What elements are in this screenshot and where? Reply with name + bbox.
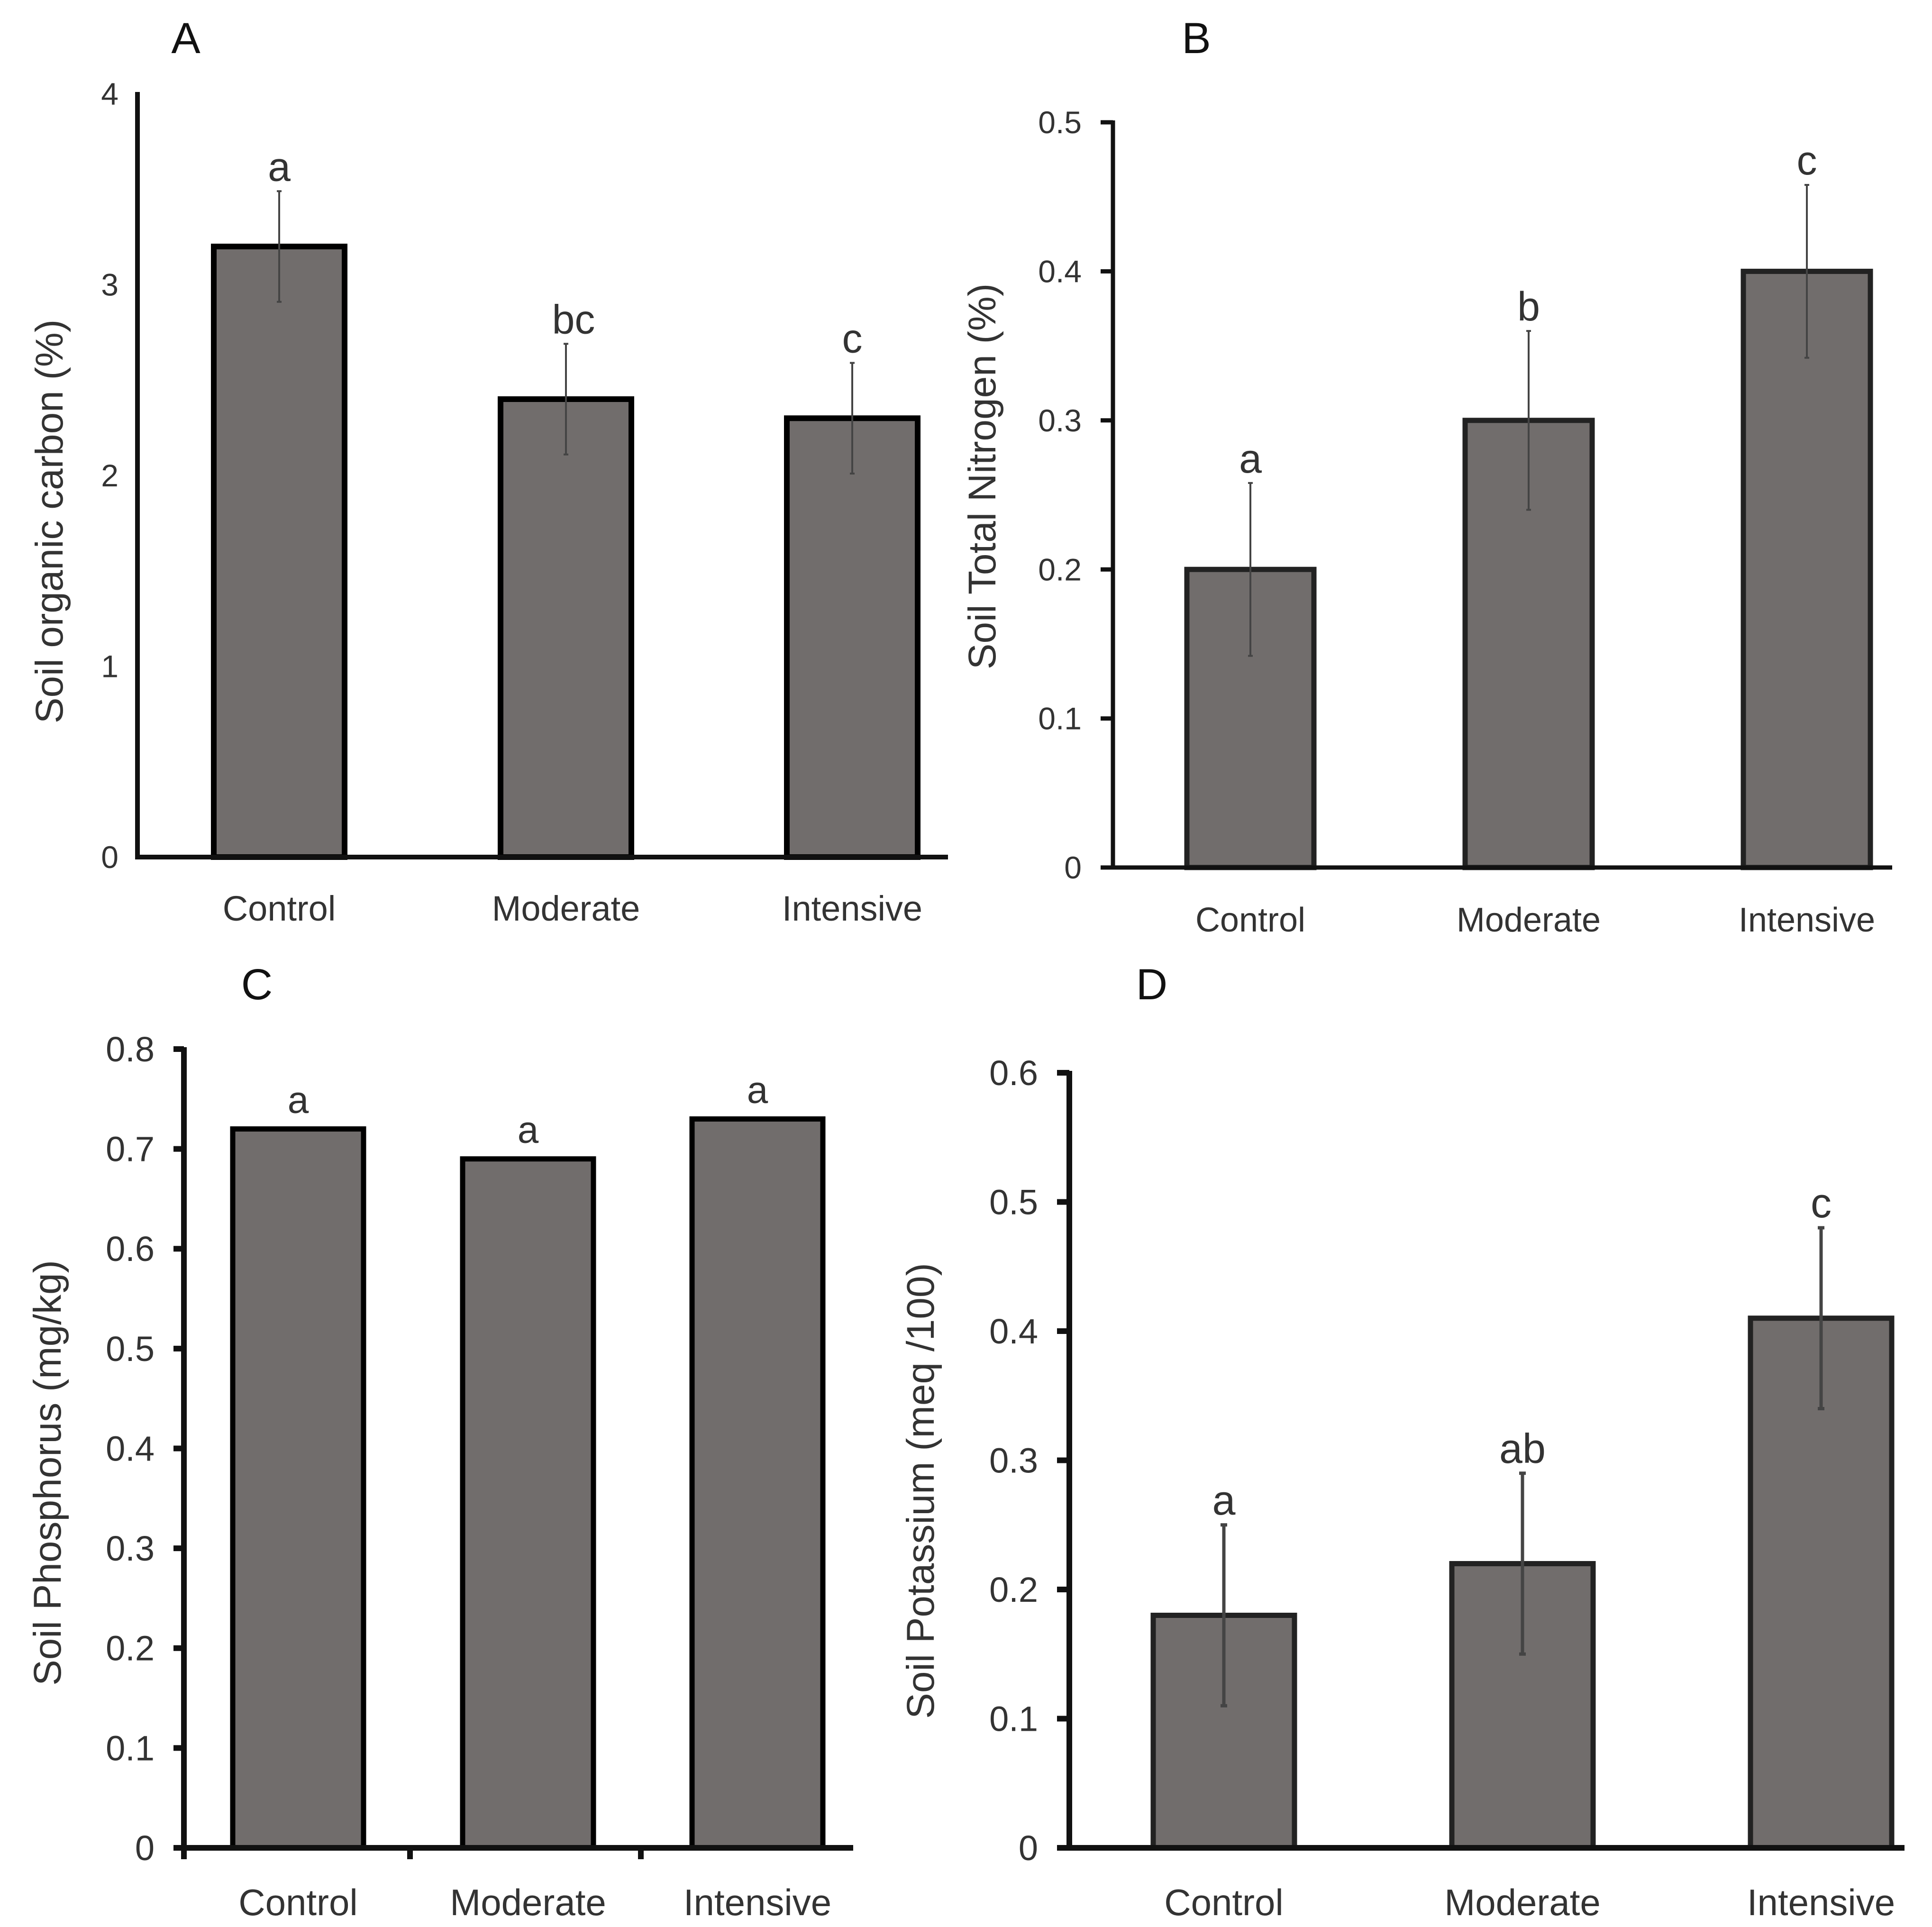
panel-a-x-tick-label-intensive: Intensive	[782, 889, 922, 928]
panel-d-y-tick-label: 0.6	[989, 1053, 1038, 1093]
panel-c-y-tick-label: 0.1	[106, 1728, 155, 1768]
panel-b-y-axis-label: Soil Total Nitrogen (%)	[961, 283, 1004, 669]
panel-a-y-tick-label: 1	[101, 649, 118, 684]
panel-d-significance-letter-moderate: ab	[1499, 1425, 1546, 1472]
panel-c-significance-letter-intensive: a	[747, 1069, 768, 1111]
panel-a-bar-moderate	[498, 396, 634, 860]
panel-a-significance-letter-control: a	[268, 144, 291, 190]
panel-b-y-tick-label: 0.5	[1038, 105, 1082, 140]
panel-a-x-tick-label-control: Control	[223, 889, 336, 928]
panel-d-label: D	[1136, 960, 1167, 1009]
panel-c-bar-moderate	[460, 1156, 596, 1851]
panel-c-significance-letter-moderate: a	[518, 1109, 539, 1151]
panel-c-y-tick-label: 0.4	[106, 1429, 155, 1468]
panel-c-y-tick-label: 0.3	[106, 1529, 155, 1568]
panel-b-significance-letter-control: a	[1239, 436, 1262, 482]
panel-a-x-tick-label-moderate: Moderate	[492, 889, 640, 928]
panel-d-y-tick-label: 0	[1019, 1828, 1038, 1868]
panel-b-y-tick-label: 0.2	[1038, 552, 1082, 587]
panel-c-bar-intensive	[689, 1116, 826, 1851]
panel-d-significance-letter-control: a	[1212, 1477, 1236, 1524]
panel-a-significance-letter-intensive: c	[842, 316, 863, 362]
panel-c-x-tick-label-moderate: Moderate	[450, 1881, 606, 1923]
panel-a-y-tick-label: 2	[101, 458, 118, 493]
panel-b-y-tick-label: 0.3	[1038, 403, 1082, 438]
panel-c-y-tick-label: 0.2	[106, 1629, 155, 1668]
panel-b-x-tick-label-intensive: Intensive	[1739, 901, 1875, 939]
panel-b-label: B	[1182, 14, 1211, 63]
panel-c-y-tick-label: 0.7	[106, 1130, 155, 1169]
panel-a-bar-intensive	[784, 415, 920, 860]
panel-a-y-tick-label: 4	[101, 76, 118, 111]
panel-c-label: C	[241, 960, 273, 1009]
panel-a-bar-control	[211, 244, 347, 860]
panel-c: C Soil Phosphorus (mg/kg) a a a 0 0.1 0.2 0.3 0…	[26, 960, 853, 1923]
panel-c-y-tick-label: 0	[135, 1828, 155, 1868]
panel-b-bar-intensive	[1741, 268, 1873, 870]
panel-d: D Soil Potassium (meq /100) a ab c 0 0.1 0.2 0…	[899, 960, 1905, 1923]
panel-b-x-tick-label-moderate: Moderate	[1457, 901, 1601, 939]
panel-c-y-tick-label: 0.8	[106, 1030, 155, 1069]
panel-a-y-axis-label: Soil organic carbon (%)	[28, 320, 71, 723]
panel-d-significance-letter-intensive: c	[1811, 1179, 1832, 1226]
panel-a-label: A	[171, 14, 200, 63]
panel-a-y-tick-label: 3	[101, 267, 118, 302]
panel-d-y-axis-label: Soil Potassium (meq /100)	[899, 1263, 942, 1719]
panel-d-x-tick-label-control: Control	[1164, 1881, 1283, 1923]
panel-c-y-tick-label: 0.5	[106, 1329, 155, 1369]
panel-c-bar-control	[230, 1126, 366, 1851]
panel-c-x-tick-label-intensive: Intensive	[683, 1881, 831, 1923]
panel-d-y-tick-label: 0.1	[989, 1699, 1038, 1738]
panel-b-y-tick-label: 0	[1064, 850, 1082, 885]
panel-d-x-tick-label-moderate: Moderate	[1444, 1881, 1601, 1923]
panel-d-y-tick-label: 0.2	[989, 1570, 1038, 1609]
panel-d-y-tick-label: 0.5	[989, 1182, 1038, 1222]
panel-b: B Soil Total Nitrogen (%) a b c 0 0.1 0.2 0.3 0…	[961, 14, 1892, 939]
panel-c-significance-letter-control: a	[288, 1079, 309, 1121]
panel-b-y-tick-label: 0.1	[1038, 701, 1082, 736]
panel-b-y-tick-label: 0.4	[1038, 254, 1082, 289]
panel-c-y-tick-label: 0.6	[106, 1229, 155, 1269]
panel-c-x-tick-label-control: Control	[238, 1881, 357, 1923]
panel-a-y-tick-label: 0	[101, 840, 118, 875]
panel-b-significance-letter-moderate: b	[1517, 284, 1540, 329]
panel-a: A Soil organic carbon (%) a bc c 0 1 2 3 4 Contr…	[28, 14, 948, 928]
panel-b-x-tick-label-control: Control	[1195, 901, 1305, 939]
panel-d-x-tick-label-intensive: Intensive	[1747, 1881, 1895, 1923]
panel-b-significance-letter-intensive: c	[1797, 138, 1817, 183]
panel-c-y-axis-label: Soil Phosphorus (mg/kg)	[26, 1260, 69, 1686]
panel-d-y-tick-label: 0.3	[989, 1441, 1038, 1480]
panel-a-significance-letter-moderate: bc	[552, 297, 595, 342]
panel-d-y-tick-label: 0.4	[989, 1312, 1038, 1351]
